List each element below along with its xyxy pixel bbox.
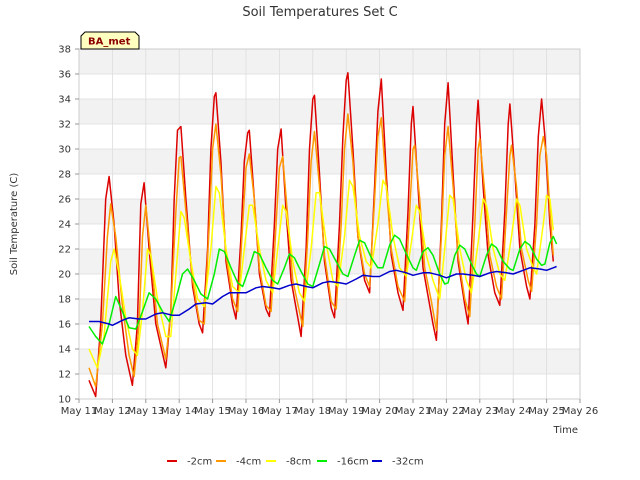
y-tick-label: 28 bbox=[58, 170, 71, 181]
y-tick-label: 12 bbox=[58, 370, 71, 381]
y-tick-label: 18 bbox=[58, 295, 71, 306]
x-tick-label: May 26 bbox=[562, 406, 599, 417]
chart-title: Soil Temperatures Set C bbox=[242, 5, 397, 20]
x-tick-label: May 13 bbox=[128, 406, 165, 417]
x-tick-label: May 24 bbox=[495, 406, 532, 417]
y-tick-label: 30 bbox=[58, 145, 71, 156]
x-tick-label: May 20 bbox=[361, 406, 398, 417]
series-line-2cm bbox=[88, 72, 555, 398]
legend-label: -8cm bbox=[286, 457, 311, 468]
site-badge: BA_met bbox=[80, 31, 140, 50]
y-tick-label: 16 bbox=[58, 320, 71, 331]
y-tick-label: 14 bbox=[58, 345, 71, 356]
y-axis-label: Soil Temperature (C) bbox=[9, 173, 20, 276]
plot-band bbox=[79, 99, 580, 124]
series-lines bbox=[88, 72, 558, 398]
site-badge-box bbox=[80, 31, 140, 50]
legend-label: -2cm bbox=[187, 457, 212, 468]
y-tick-label: 32 bbox=[58, 120, 71, 131]
series-line-4cm bbox=[88, 113, 555, 388]
x-tick-label: May 22 bbox=[428, 406, 465, 417]
plot-band bbox=[79, 324, 580, 349]
x-tick-label: May 21 bbox=[395, 406, 432, 417]
y-tick-label: 10 bbox=[58, 395, 71, 406]
y-tick-label: 26 bbox=[58, 195, 71, 206]
plot-band bbox=[79, 174, 580, 199]
x-tick-label: May 19 bbox=[328, 406, 365, 417]
plot-band bbox=[79, 149, 580, 174]
plot-band bbox=[79, 49, 580, 74]
plot-band bbox=[79, 224, 580, 249]
y-tick-label: 20 bbox=[58, 270, 71, 281]
y-tick-label: 36 bbox=[58, 70, 71, 81]
x-tick-label: May 16 bbox=[228, 406, 265, 417]
y-tick-label: 24 bbox=[58, 220, 71, 231]
x-tick-label: May 17 bbox=[261, 406, 298, 417]
series-line-32cm bbox=[89, 265, 557, 327]
legend-label: -16cm bbox=[337, 457, 369, 468]
y-tick-label: 34 bbox=[58, 95, 71, 106]
site-badge-label: BA_met bbox=[88, 37, 131, 48]
legend-label: -4cm bbox=[236, 457, 261, 468]
plot-band bbox=[79, 349, 580, 374]
legend: -2cm -4cm -8cm -16cm -32cm bbox=[167, 457, 424, 468]
x-tick-label: May 25 bbox=[528, 406, 565, 417]
x-tick-label: May 18 bbox=[295, 406, 332, 417]
y-axis-ticks: 10 12 14 16 18 20 22 24 26 28 30 32 34 36 38 bbox=[58, 45, 79, 406]
plot-band bbox=[79, 199, 580, 224]
legend-label: -32cm bbox=[392, 457, 424, 468]
series-line-16cm bbox=[88, 234, 558, 345]
plot-band bbox=[79, 74, 580, 99]
x-tick-label: May 15 bbox=[194, 406, 231, 417]
y-tick-label: 38 bbox=[58, 45, 71, 56]
x-axis-label: Time bbox=[553, 425, 578, 436]
plot-band bbox=[79, 124, 580, 149]
series-line-8cm bbox=[88, 179, 555, 369]
x-tick-label: May 12 bbox=[94, 406, 131, 417]
plot-band bbox=[79, 374, 580, 399]
x-tick-label: May 23 bbox=[462, 406, 499, 417]
x-tick-label: May 11 bbox=[61, 406, 98, 417]
x-tick-label: May 14 bbox=[161, 406, 198, 417]
y-tick-label: 22 bbox=[58, 245, 71, 256]
